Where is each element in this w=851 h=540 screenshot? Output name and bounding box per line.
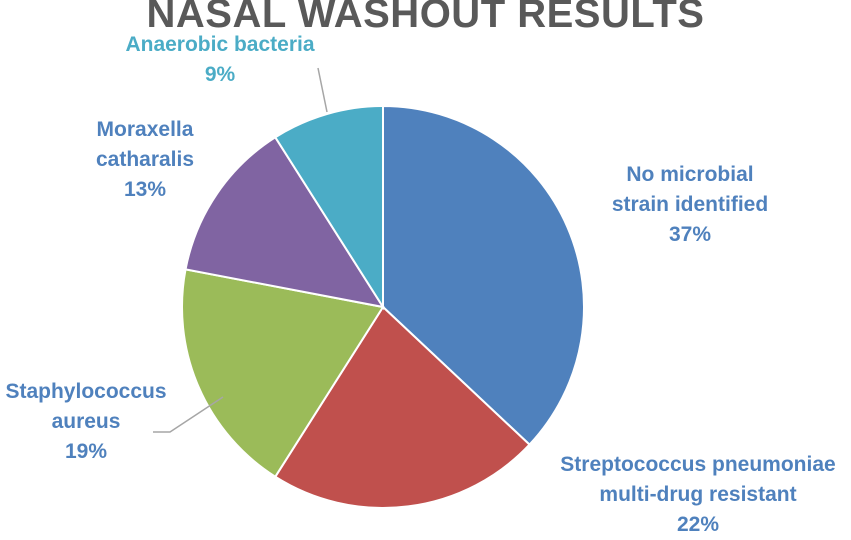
leader-line-anaerobic xyxy=(317,67,328,113)
label-staphylococcus: Staphylococcus aureus 19% xyxy=(5,380,167,463)
leader-lines xyxy=(153,67,328,433)
label-streptococcus: Streptococcus pneumoniae multi-drug resi… xyxy=(560,453,836,536)
pie-slice-2 xyxy=(181,268,385,479)
leader-line-staphylococcus xyxy=(153,396,224,433)
pie-slice-3 xyxy=(184,135,386,309)
pie-slice-4 xyxy=(273,104,384,311)
label-moraxella: Moraxella catharalis 13% xyxy=(95,118,195,201)
label-anaerobic: Anaerobic bacteria 9% xyxy=(125,33,315,86)
chart-title: NASAL WASHOUT RESULTS xyxy=(146,0,705,36)
pie-slices xyxy=(181,104,585,509)
pie-slice-1 xyxy=(273,305,531,509)
pie-slice-0 xyxy=(382,104,585,447)
label-no-microbial: No microbial strain identified 37% xyxy=(611,163,769,246)
